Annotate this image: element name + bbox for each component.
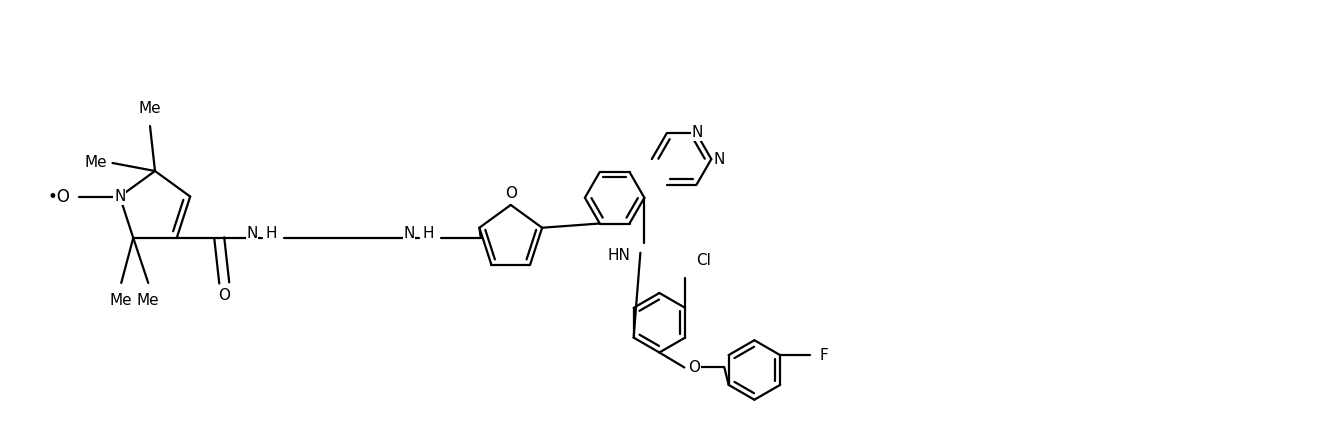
Text: HN: HN (607, 248, 630, 263)
Text: Me: Me (138, 101, 161, 116)
Text: O: O (218, 288, 230, 303)
Text: Me: Me (137, 293, 160, 308)
Text: Cl: Cl (696, 253, 711, 268)
Text: N: N (692, 125, 703, 140)
Text: Me: Me (85, 155, 108, 170)
Text: N: N (246, 226, 258, 241)
Text: H: H (423, 226, 434, 241)
Text: F: F (818, 348, 828, 363)
Text: O: O (688, 360, 700, 375)
Text: O: O (505, 187, 516, 202)
Text: N: N (114, 189, 125, 204)
Text: Me: Me (110, 293, 133, 308)
Text: •O: •O (48, 187, 71, 205)
Text: N: N (714, 152, 724, 166)
Text: H: H (266, 226, 277, 241)
Text: N: N (403, 226, 415, 241)
